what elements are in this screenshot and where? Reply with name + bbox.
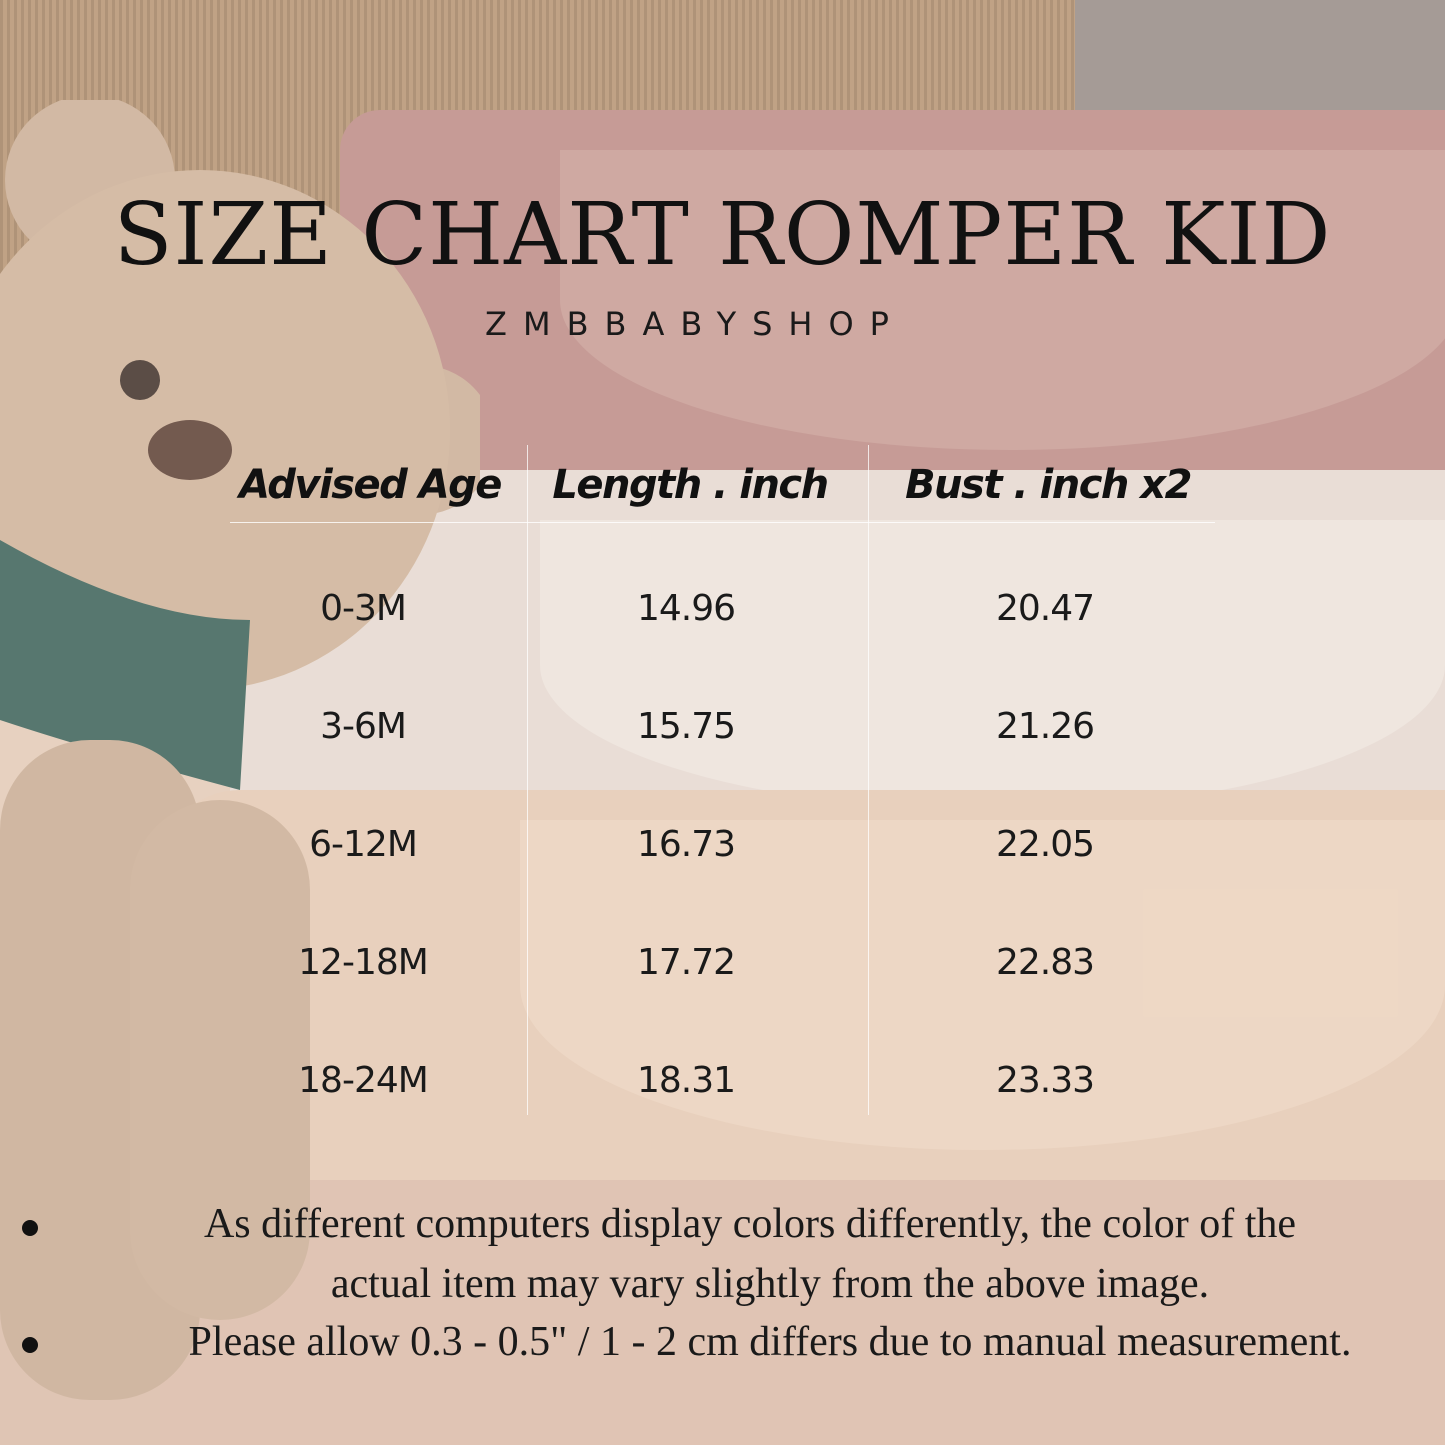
cell-length: 16.73	[636, 824, 736, 865]
header-bust: Bust . inch x2	[905, 462, 1192, 508]
note-line-1: As different computers display colors di…	[203, 1201, 1297, 1247]
brand-name: ZMBBABYSHOP	[485, 305, 905, 343]
cell-age: 0-3M	[320, 588, 407, 629]
header-advised-age: Advised Age	[239, 462, 502, 508]
cell-length: 14.96	[636, 588, 736, 629]
page-title: SIZE CHART ROMPER KID	[113, 185, 1332, 285]
cell-age: 6-12M	[309, 824, 418, 865]
cell-length: 15.75	[636, 706, 736, 747]
bullet	[22, 1337, 38, 1353]
column-divider	[527, 445, 528, 1115]
cell-bust: 22.83	[995, 942, 1095, 983]
cell-length: 17.72	[636, 942, 736, 983]
note-line-2: Please allow 0.3 - 0.5" / 1 - 2 cm diffe…	[188, 1319, 1352, 1365]
header-divider	[230, 522, 1215, 523]
cell-length: 18.31	[636, 1060, 736, 1101]
note-line-1-cont: actual item may vary slightly from the a…	[330, 1261, 1210, 1307]
header-length: Length . inch	[552, 462, 829, 508]
cell-age: 12-18M	[298, 942, 429, 983]
cell-age: 3-6M	[320, 706, 407, 747]
pink-collar	[560, 150, 1445, 450]
cell-age: 18-24M	[298, 1060, 429, 1101]
cell-bust: 23.33	[995, 1060, 1095, 1101]
column-divider	[868, 445, 869, 1115]
cell-bust: 20.47	[995, 588, 1095, 629]
cell-bust: 21.26	[995, 706, 1095, 747]
cell-bust: 22.05	[995, 824, 1095, 865]
teddy-bear-illustration	[0, 100, 480, 1400]
cream-collar	[520, 820, 1445, 1150]
white-collar	[540, 520, 1445, 810]
bullet	[22, 1220, 38, 1236]
